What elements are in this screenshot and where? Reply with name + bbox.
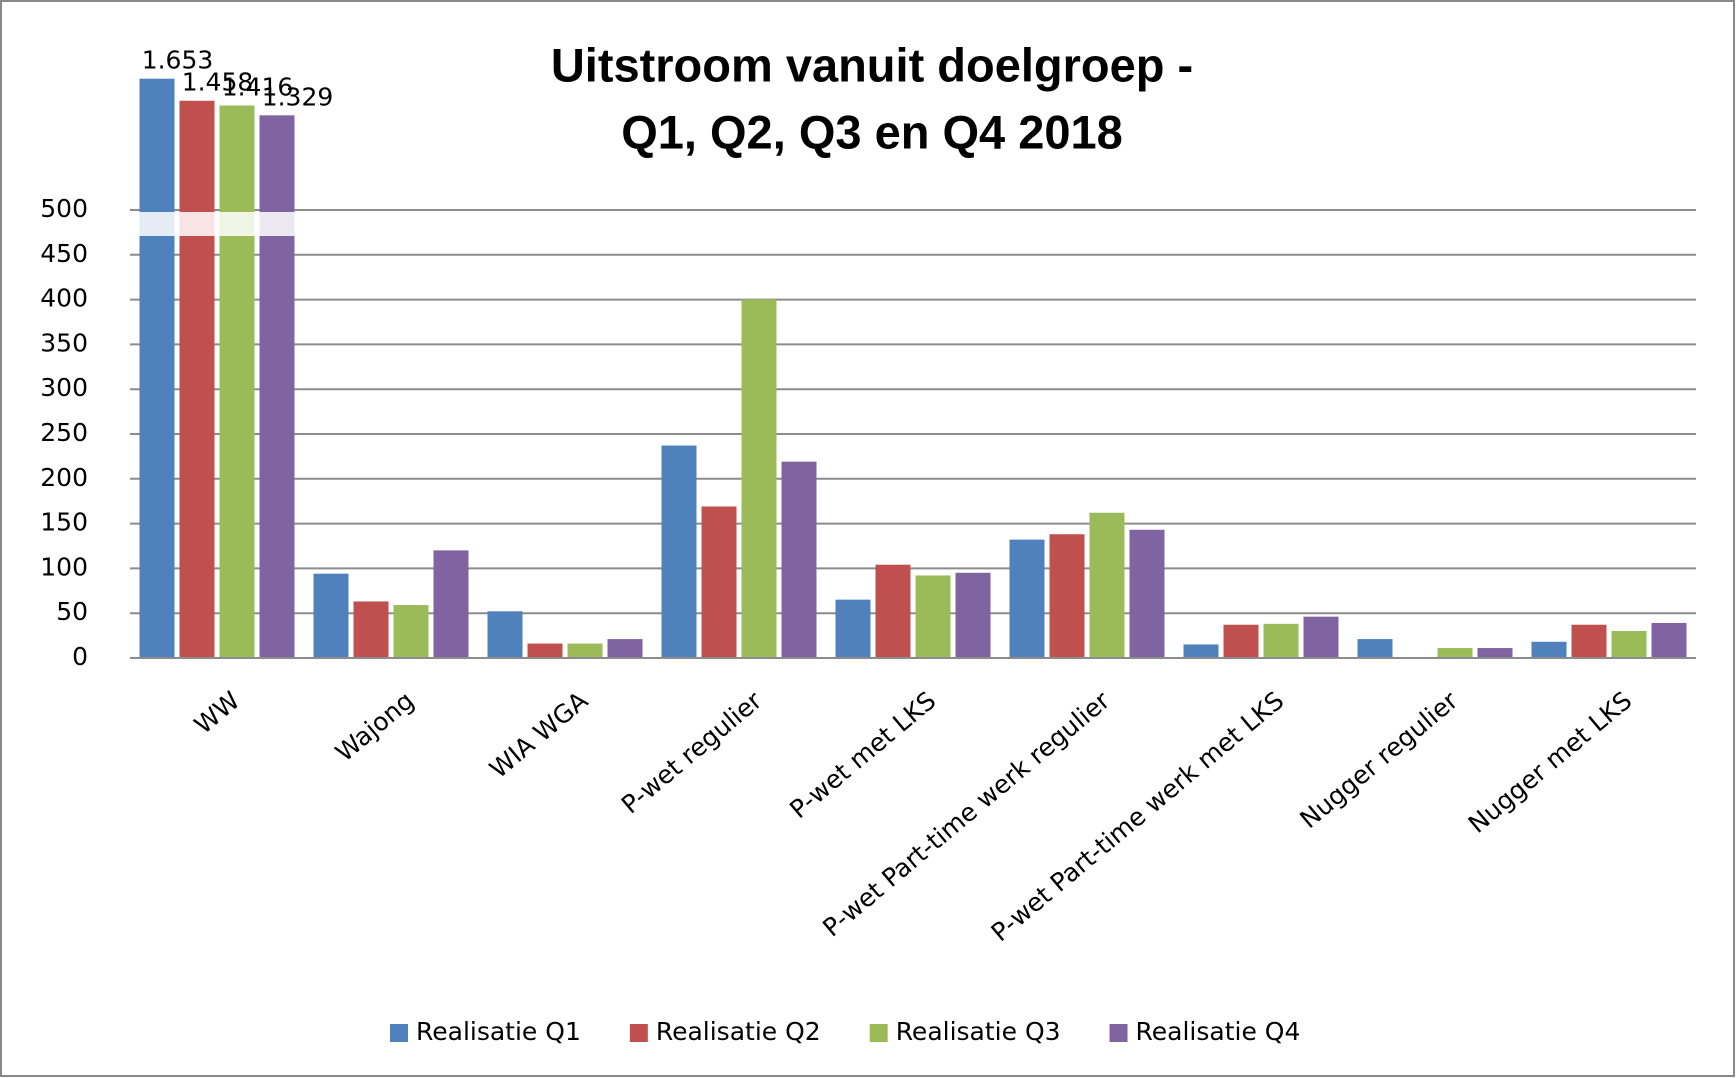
bar (1571, 624, 1607, 660)
bar (487, 611, 523, 660)
bar (1263, 623, 1299, 660)
y-tick-label: 150 (40, 508, 88, 537)
bar (875, 564, 911, 659)
y-tick-label: 300 (40, 373, 88, 402)
bar (1223, 624, 1259, 660)
y-tick-label: 350 (40, 328, 88, 357)
bar (433, 550, 469, 659)
bar (1009, 539, 1045, 660)
bar (259, 115, 295, 659)
bar (741, 299, 777, 659)
bar (353, 601, 389, 659)
chart-title: Uitstroom vanuit doelgroep - (551, 38, 1193, 91)
bar (1183, 644, 1219, 659)
bar (1129, 529, 1165, 660)
y-tick-label: 0 (72, 642, 88, 671)
bar (955, 572, 991, 659)
data-label: 1.458 (182, 68, 254, 97)
legend-label: Realisatie Q3 (896, 1017, 1061, 1046)
bar (179, 100, 215, 660)
bar (1531, 641, 1567, 660)
bar (781, 461, 817, 659)
bar (567, 643, 603, 659)
legend-label: Realisatie Q1 (416, 1017, 581, 1046)
bar (1303, 616, 1339, 659)
bar (607, 639, 643, 660)
y-tick-label: 50 (56, 597, 88, 626)
bar (219, 105, 255, 659)
bar (1437, 648, 1473, 659)
axis-break (138, 212, 176, 236)
bar (701, 506, 737, 659)
bar (393, 605, 429, 659)
bar (915, 575, 951, 659)
bar (835, 599, 871, 660)
y-tick-label: 100 (40, 552, 88, 581)
bar (1651, 622, 1687, 660)
legend-swatch (869, 1024, 888, 1042)
y-tick-label: 200 (40, 463, 88, 492)
bar (527, 643, 563, 659)
axis-break (258, 212, 296, 236)
bar (661, 445, 697, 659)
axis-break (178, 212, 216, 236)
y-tick-label: 500 (40, 194, 88, 223)
bar (1049, 534, 1085, 659)
bar (1477, 648, 1513, 659)
data-label: 1.653 (142, 46, 214, 75)
bar (1357, 639, 1393, 660)
y-tick-label: 450 (40, 239, 88, 268)
legend-swatch (1109, 1024, 1128, 1042)
legend-label: Realisatie Q4 (1136, 1017, 1301, 1046)
y-tick-label: 400 (40, 284, 88, 313)
legend-swatch (390, 1024, 408, 1042)
bar (1089, 512, 1125, 660)
bar (1611, 631, 1647, 659)
legend-label: Realisatie Q2 (656, 1017, 821, 1046)
bar (313, 573, 349, 659)
bar (139, 78, 175, 659)
y-tick-label: 250 (40, 418, 88, 447)
data-label: 1.416 (222, 72, 294, 101)
axis-break (218, 212, 256, 236)
legend-swatch (629, 1024, 648, 1042)
chart-title: Q1, Q2, Q3 en Q4 2018 (621, 105, 1123, 158)
data-label: 1.329 (262, 82, 334, 111)
